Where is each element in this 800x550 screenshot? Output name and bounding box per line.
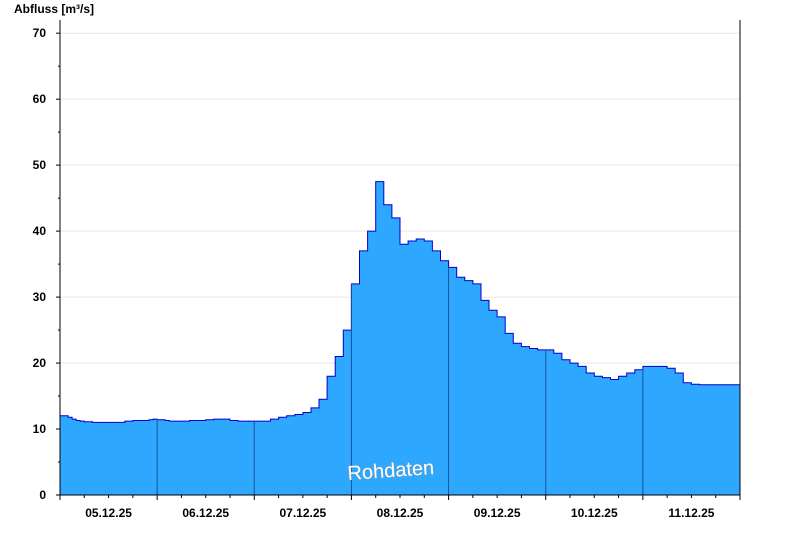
- data-area-layer: [60, 181, 740, 495]
- x-tick-label-5: 10.12.25: [571, 506, 618, 520]
- x-tick-label-1: 06.12.25: [182, 506, 229, 520]
- y-tick-label-30: 30: [33, 290, 47, 304]
- discharge-area: [60, 181, 740, 495]
- y-tick-label-40: 40: [33, 224, 47, 238]
- x-tick-label-6: 11.12.25: [668, 506, 714, 520]
- y-tick-label-70: 70: [33, 26, 47, 40]
- y-tick-label-20: 20: [33, 356, 47, 370]
- day-separator-lines: [156, 267, 644, 495]
- x-tick-label-3: 08.12.25: [377, 506, 424, 520]
- y-tick-label-0: 0: [39, 488, 46, 502]
- x-tick-label-4: 09.12.25: [474, 506, 521, 520]
- y-axis-title: Abfluss [m³/s]: [14, 2, 94, 16]
- y-tick-label-10: 10: [33, 422, 47, 436]
- x-axis-ticks: 05.12.25 06.12.25 07.12.25 08.12.25 09.12.25…: [59, 495, 741, 520]
- x-tick-label-0: 05.12.25: [85, 506, 132, 520]
- y-tick-label-60: 60: [33, 92, 47, 106]
- x-tick-label-2: 07.12.25: [279, 506, 326, 520]
- discharge-line: [60, 181, 740, 423]
- y-axis-ticks: 0 10 20 30 40 50 60 70: [33, 26, 60, 502]
- y-tick-label-50: 50: [33, 158, 47, 172]
